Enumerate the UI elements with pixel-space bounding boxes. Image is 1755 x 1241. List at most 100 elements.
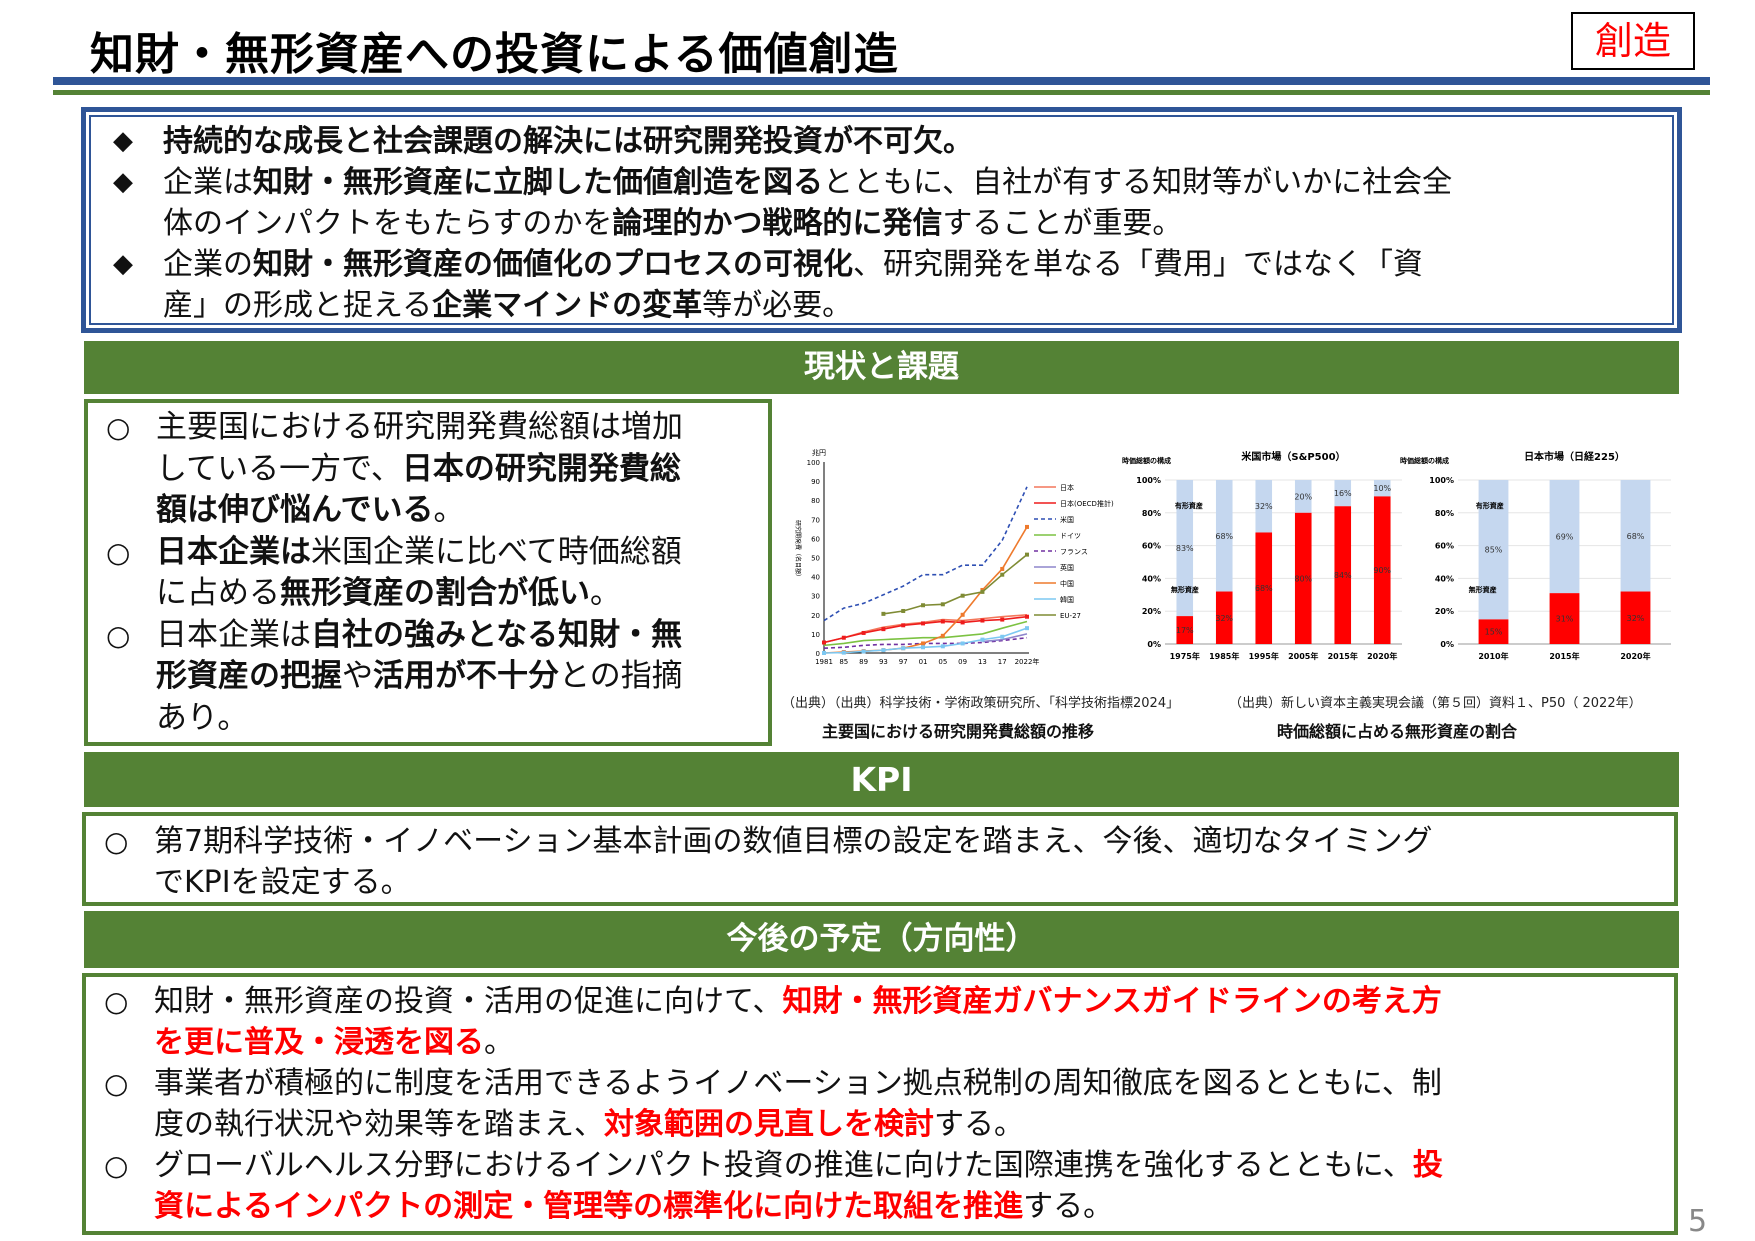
list-item-line: ◆ 企業は知財・無形資産に立脚した価値創造を図るとともに、自社が有する知財等がいか…: [113, 162, 1672, 203]
list-item-line: 額は伸び悩んでいる。: [106, 490, 768, 532]
body-text: する。: [1023, 1189, 1114, 1224]
body-text: 主要国における研究開発費総額は増加: [156, 409, 683, 445]
svg-text:84%: 84%: [1334, 571, 1352, 580]
svg-text:100%: 100%: [1136, 476, 1161, 485]
svg-text:兆円: 兆円: [812, 448, 826, 457]
svg-text:20%: 20%: [1435, 607, 1454, 616]
emphasis-text: 論理的かつ戦略的に発信: [612, 206, 943, 241]
svg-text:50: 50: [811, 555, 820, 563]
svg-text:韓国: 韓国: [1060, 595, 1074, 604]
section-header-future: 今後の予定（方向性）: [84, 911, 1679, 968]
svg-text:68%: 68%: [1215, 532, 1233, 541]
svg-text:20%: 20%: [1294, 492, 1312, 501]
svg-text:10: 10: [811, 631, 820, 639]
body-text: 。: [484, 1025, 514, 1060]
emphasis-red-text: 資によるインパクトの測定・管理等の標準化に向けた取組を推進: [154, 1189, 1024, 1224]
emphasis-text: 知財・無形資産に立脚した価値創造を図る: [253, 165, 823, 200]
list-item-line: 形資産の把握や活用が不十分との指摘: [106, 656, 768, 698]
list-item-line: している一方で、日本の研究開発費総: [106, 449, 768, 491]
body-text: との指摘: [559, 658, 683, 694]
svg-text:2022年: 2022年: [1015, 657, 1040, 666]
svg-text:68%: 68%: [1255, 584, 1273, 593]
body-text: 体のインパクトをもたらすのかを: [163, 206, 613, 241]
emphasis-text: 無形資産の割合が低い: [280, 575, 590, 611]
list-item-line: ○ 日本企業は米国企業に比べて時価総額: [106, 532, 768, 574]
svg-text:60%: 60%: [1435, 542, 1454, 551]
svg-text:40%: 40%: [1142, 574, 1161, 583]
future-plan-box: ○ 知財・無形資産の投資・活用の促進に向けて、知財・無形資産ガバナンスガイドライン…: [82, 973, 1678, 1235]
bullet-icon: ○: [104, 1067, 129, 1100]
body-text: 企業の: [163, 247, 253, 282]
list-item-line: を更に普及・浸透を図る。: [104, 1022, 1674, 1063]
body-text: や: [342, 658, 373, 694]
bullet-icon: ○: [106, 618, 131, 652]
svg-text:中国: 中国: [1060, 579, 1074, 588]
svg-text:研究開発費（名目額）: 研究開発費（名目額）: [794, 520, 802, 580]
svg-text:80%: 80%: [1435, 509, 1454, 518]
list-item-line: 資によるインパクトの測定・管理等の標準化に向けた取組を推進する。: [104, 1186, 1674, 1227]
svg-text:時価総額の構成: 時価総額の構成: [1122, 456, 1171, 465]
list-item-line: あり。: [106, 698, 768, 740]
body-text: 企業は: [163, 165, 253, 200]
svg-text:2020年: 2020年: [1620, 651, 1650, 661]
emphasis-text: 企業マインドの変革: [432, 288, 703, 323]
svg-text:日本: 日本: [1060, 483, 1074, 492]
body-text: グローバルヘルス分野におけるインパクト投資の推進に向けた国際連携を強化するととも…: [154, 1148, 1413, 1183]
source-right: （出典）新しい資本主義実現会議（第５回）資料１、P50（ 2022年）: [1229, 696, 1642, 711]
svg-text:60: 60: [811, 535, 820, 543]
emphasis-red-text: 対象範囲の見直しを検討: [604, 1107, 934, 1142]
body-text: とともに、自社が有する知財等がいかに社会全: [823, 165, 1453, 200]
summary-box: ◆ 持続的な成長と社会課題の解決には研究開発投資が不可欠。 ◆ 企業は知財・無形資産に…: [81, 107, 1682, 333]
emphasis-red-text: 知財・無形資産ガバナンスガイドラインの考え方: [782, 984, 1442, 1019]
category-tag: 創造: [1571, 12, 1695, 70]
svg-text:20%: 20%: [1142, 607, 1161, 616]
list-item-line: 度の執行状況や効果等を踏まえ、対象範囲の見直しを検討する。: [104, 1104, 1674, 1145]
list-item-line: でKPIを設定する。: [104, 862, 1674, 903]
svg-text:米国: 米国: [1060, 515, 1074, 524]
bullet-icon: ◆: [113, 126, 133, 156]
charts-svg: 兆円 0 10 20 30 40 50 60 70 80 90 100 1981 85 89 93 97 01 05…: [794, 448, 1671, 666]
svg-text:05: 05: [938, 658, 947, 666]
header-rule-green: [53, 90, 1710, 95]
svg-text:有形資産: 有形資産: [1175, 501, 1203, 510]
body-text: 米国企業に比べて時価総額: [311, 533, 682, 570]
bullet-icon: ◆: [113, 167, 133, 197]
svg-text:80%: 80%: [1142, 509, 1161, 518]
svg-text:89: 89: [859, 658, 868, 666]
svg-text:2015年: 2015年: [1328, 651, 1358, 661]
svg-text:ドイツ: ドイツ: [1060, 532, 1081, 540]
svg-text:EU-27: EU-27: [1060, 612, 1081, 620]
emphasis-text: 額は伸び悩んでいる: [156, 492, 434, 528]
svg-text:英国: 英国: [1060, 563, 1074, 572]
svg-text:0: 0: [816, 650, 820, 658]
body-text: 第7期科学技術・イノベーション基本計画の数値目標の設定を踏まえ、今後、適切なタイ…: [154, 824, 1433, 859]
body-text: 度の執行状況や効果等を踏まえ、: [154, 1107, 604, 1142]
kpi-box: ○ 第7期科学技術・イノベーション基本計画の数値目標の設定を踏まえ、今後、適切なタ…: [82, 812, 1678, 906]
list-item-line: ○ 第7期科学技術・イノベーション基本計画の数値目標の設定を踏まえ、今後、適切なタ…: [104, 821, 1674, 862]
body-text: 事業者が積極的に制度を活用できるようイノベーション拠点税制の周知徹底を図るととも…: [154, 1066, 1442, 1101]
svg-text:83%: 83%: [1176, 544, 1194, 553]
caption-left: 主要国における研究開発費総額の推移: [822, 722, 1095, 741]
page-number: 5: [1688, 1204, 1708, 1239]
list-item-line: ○ 知財・無形資産の投資・活用の促進に向けて、知財・無形資産ガバナンスガイドライン…: [104, 981, 1674, 1022]
svg-text:有形資産: 有形資産: [1476, 501, 1504, 510]
svg-text:60%: 60%: [1142, 542, 1161, 551]
list-item-line: 体のインパクトをもたらすのかを論理的かつ戦略的に発信することが重要。: [113, 203, 1672, 244]
svg-text:2010年: 2010年: [1478, 651, 1508, 661]
emphasis-text: 日本企業は: [156, 533, 311, 570]
svg-text:2015年: 2015年: [1549, 651, 1579, 661]
emphasis-text: 持続的な成長と社会課題の解決には研究開発投資が不可欠。: [163, 124, 973, 159]
svg-text:0%: 0%: [1440, 640, 1454, 649]
svg-text:85%: 85%: [1485, 546, 1503, 555]
caption-right: 時価総額に占める無形資産の割合: [1277, 722, 1518, 741]
current-issues-box: ○ 主要国における研究開発費総額は増加している一方で、日本の研究開発費総 額は伸び悩…: [84, 399, 772, 746]
svg-text:16%: 16%: [1334, 489, 1352, 498]
svg-text:1985年: 1985年: [1209, 651, 1239, 661]
list-item-line: ○ 主要国における研究開発費総額は増加: [106, 407, 768, 449]
svg-text:32%: 32%: [1255, 502, 1273, 511]
body-text: する。: [934, 1107, 1024, 1142]
svg-text:100%: 100%: [1429, 476, 1454, 485]
bullet-icon: ○: [106, 411, 131, 444]
svg-text:80: 80: [811, 497, 820, 505]
svg-text:32%: 32%: [1627, 614, 1645, 623]
